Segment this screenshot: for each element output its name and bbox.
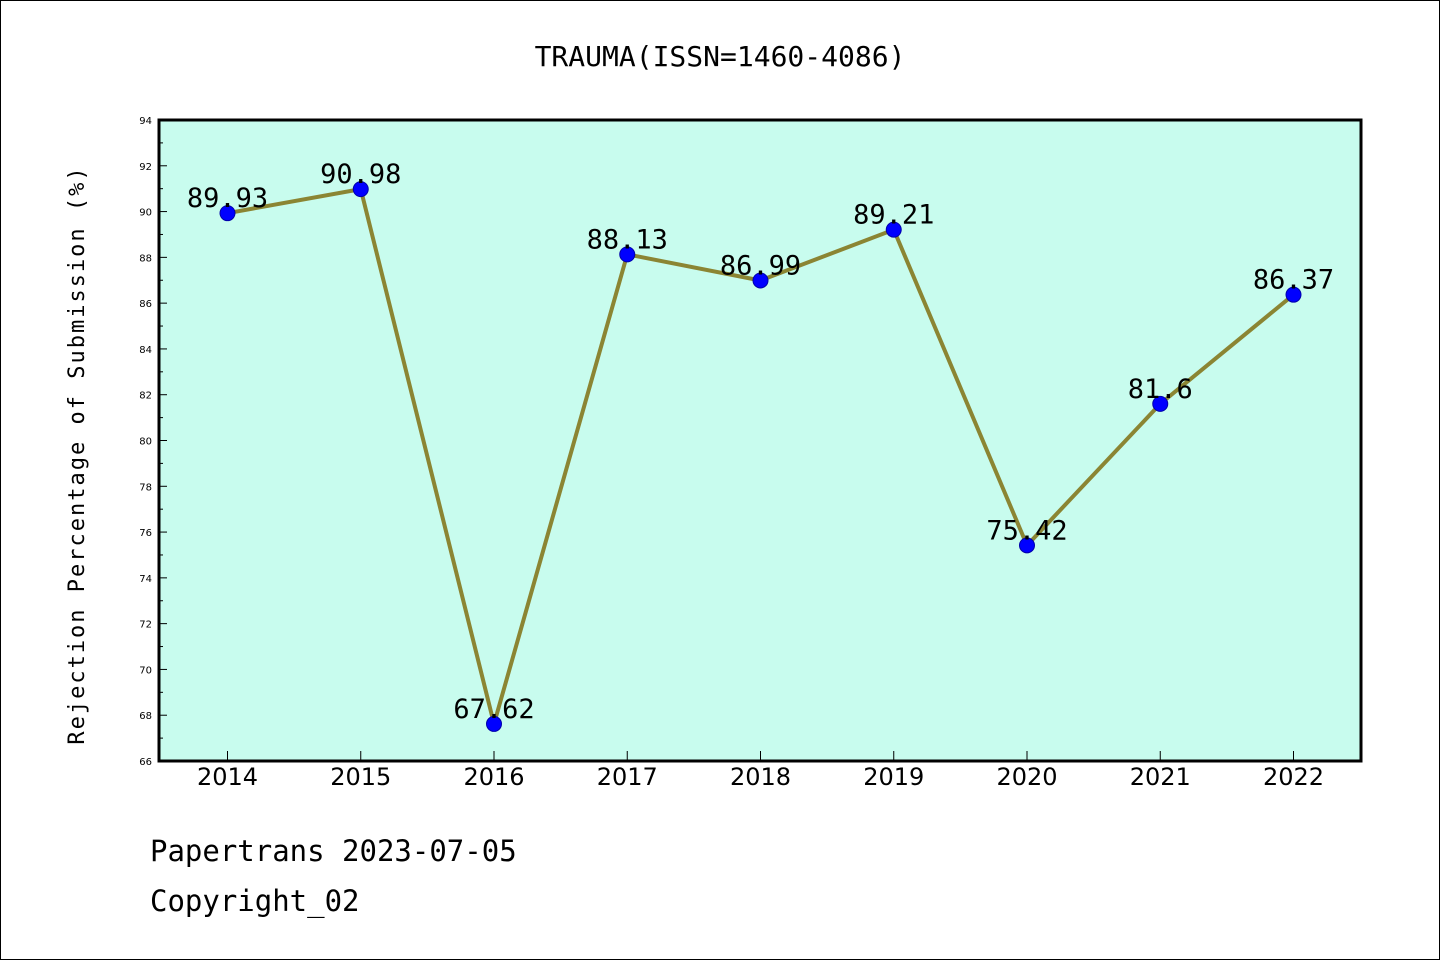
plot-area bbox=[159, 120, 1361, 761]
x-tick-label: 2021 bbox=[1130, 763, 1191, 791]
data-point-label: 89.21 bbox=[853, 200, 934, 231]
plot-border bbox=[157, 118, 1363, 763]
data-point-label: 90.98 bbox=[320, 159, 401, 190]
x-tick-label: 2018 bbox=[730, 763, 791, 791]
data-point-label: 67.62 bbox=[453, 694, 534, 725]
x-tick-label: 2019 bbox=[863, 763, 924, 791]
x-tick-label: 2020 bbox=[996, 763, 1057, 791]
y-tick-label: 78 bbox=[139, 482, 152, 493]
data-point-marker bbox=[752, 272, 769, 289]
data-point-marker bbox=[619, 246, 636, 263]
x-axis: 2014 2015 2016 2017 2018 2019 2020 2021 2022 bbox=[197, 751, 1324, 791]
x-tick-label: 2022 bbox=[1263, 763, 1324, 791]
y-tick-label: 66 bbox=[139, 757, 152, 768]
y-tick-label: 84 bbox=[139, 345, 152, 356]
y-tick-label: 88 bbox=[139, 253, 152, 264]
x-tick-label: 2017 bbox=[597, 763, 658, 791]
y-tick-label: 74 bbox=[139, 574, 152, 585]
data-point-marker bbox=[219, 205, 236, 222]
data-point-marker bbox=[885, 221, 902, 238]
y-axis-label: Rejection Percentage of Submission (%) bbox=[65, 165, 90, 744]
x-tick-label: 2015 bbox=[330, 763, 391, 791]
data-point-label: 75.42 bbox=[986, 515, 1067, 546]
y-tick-label: 94 bbox=[139, 116, 152, 127]
data-point-label: 81.6 bbox=[1128, 374, 1193, 405]
data-point-marker bbox=[1285, 286, 1302, 303]
y-tick-label: 86 bbox=[139, 299, 152, 310]
data-point-label: 88.13 bbox=[587, 224, 668, 255]
footer-copyright-text: Copyright_02 bbox=[150, 884, 360, 918]
x-tick-label: 2016 bbox=[463, 763, 524, 791]
y-tick-label: 76 bbox=[139, 528, 152, 539]
data-point-marker bbox=[486, 715, 502, 732]
data-point-marker bbox=[1152, 395, 1169, 412]
y-tick-label: 90 bbox=[139, 208, 152, 219]
y-tick-label: 82 bbox=[139, 391, 152, 402]
data-point-label: 89.93 bbox=[187, 183, 268, 214]
y-tick-label: 80 bbox=[139, 437, 152, 448]
footer-date-text: Papertrans 2023-07-05 bbox=[150, 834, 517, 868]
data-point-label: 86.37 bbox=[1253, 265, 1334, 296]
series-line-group: 89.93 90.98 67.62 88.13 86.99 89.21 75.42 81.6 8… bbox=[187, 159, 1334, 732]
y-tick-label: 72 bbox=[139, 620, 152, 631]
data-point-label: 86.99 bbox=[720, 250, 801, 281]
y-tick-label: 68 bbox=[139, 711, 152, 722]
x-tick-label: 2014 bbox=[197, 763, 258, 791]
y-axis: 66 68 70 72 74 76 78 80 82 84 86 88 90 92 94 bbox=[139, 116, 167, 768]
y-tick-label: 92 bbox=[139, 162, 152, 173]
data-point-marker bbox=[352, 181, 369, 198]
y-tick-label: 70 bbox=[139, 665, 152, 676]
data-point-marker bbox=[1019, 537, 1035, 554]
chart-title: TRAUMA(ISSN=1460-4086) bbox=[535, 40, 906, 73]
